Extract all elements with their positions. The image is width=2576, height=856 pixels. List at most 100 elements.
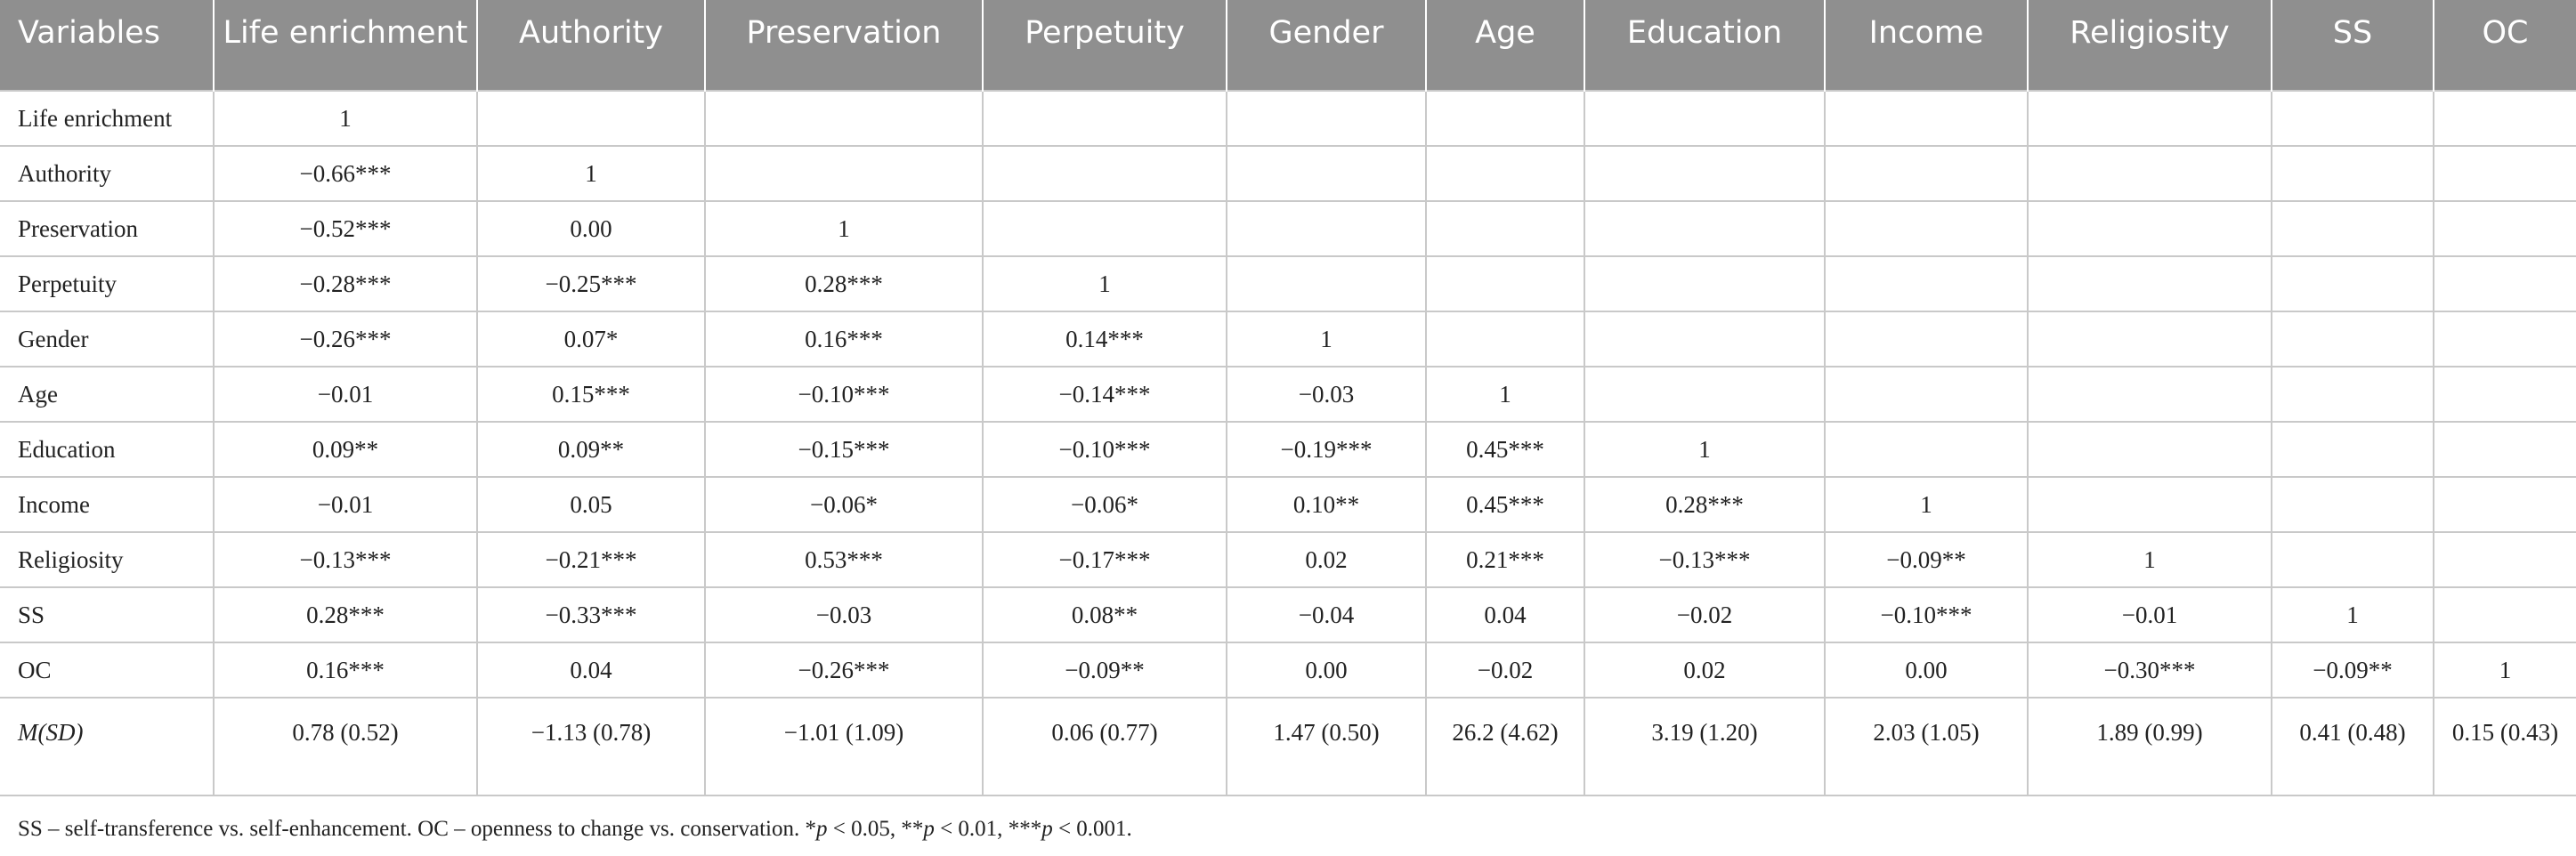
table-cell: −0.06*: [982, 476, 1227, 533]
row-label: Gender: [0, 311, 215, 367]
table-cell: −0.14***: [982, 366, 1227, 423]
table-cell: [2271, 145, 2434, 202]
table-cell: −0.10***: [1824, 586, 2029, 643]
table-cell: [1425, 200, 1585, 257]
table-cell: [2271, 476, 2434, 533]
column-header: OC: [2433, 0, 2576, 91]
table-cell: 0.28***: [704, 255, 984, 312]
table-cell: 0.02: [1226, 531, 1427, 588]
table-cell: 0.16***: [704, 311, 984, 367]
table-cell: 0.08**: [982, 586, 1227, 643]
row-label: Perpetuity: [0, 255, 215, 312]
table-cell: [1824, 200, 2029, 257]
table-cell: 1: [704, 200, 984, 257]
table-cell: [2027, 255, 2272, 312]
table-cell: [2027, 90, 2272, 147]
column-header: Life enrichment: [213, 0, 477, 91]
table-cell: −0.09**: [2271, 642, 2434, 699]
table-cell: −0.10***: [982, 421, 1227, 478]
table-row: Life enrichment 1: [0, 90, 2576, 147]
table-cell: [982, 90, 1227, 147]
table-body: Life enrichment 1 Authority −0.66*** 1 Preser…: [0, 90, 2576, 796]
table-cell: −0.06*: [704, 476, 984, 533]
table-cell: 0.53***: [704, 531, 984, 588]
table-cell: 0.78 (0.52): [213, 697, 478, 796]
table-cell: [2433, 200, 2576, 257]
table-cell: −0.01: [2027, 586, 2272, 643]
table-cell: 0.45***: [1425, 476, 1585, 533]
table-cell: −0.52***: [213, 200, 478, 257]
table-cell: [1226, 90, 1427, 147]
table-row: Gender −0.26*** 0.07* 0.16*** 0.14*** 1: [0, 311, 2576, 367]
table-cell: −0.26***: [213, 311, 478, 367]
table-cell: −0.30***: [2027, 642, 2272, 699]
mean-sd-row: M(SD) 0.78 (0.52) −1.13 (0.78) −1.01 (1.09)…: [0, 697, 2576, 796]
row-label: SS: [0, 586, 215, 643]
table-cell: −0.33***: [476, 586, 706, 643]
table-cell: 1: [1824, 476, 2029, 533]
table-cell: [2433, 145, 2576, 202]
table-cell: −0.13***: [1584, 531, 1826, 588]
table-cell: −0.01: [213, 366, 478, 423]
table-footnote: SS – self-transference vs. self-enhancem…: [18, 817, 1132, 842]
table-cell: 1.89 (0.99): [2027, 697, 2272, 796]
table-cell: [1226, 145, 1427, 202]
table-cell: [1584, 366, 1826, 423]
column-header: Education: [1584, 0, 1825, 91]
table-cell: 0.00: [476, 200, 706, 257]
table-cell: 0.15 (0.43): [2433, 697, 2576, 796]
table-cell: [2027, 145, 2272, 202]
table-cell: 0.15***: [476, 366, 706, 423]
column-header: Religiosity: [2027, 0, 2272, 91]
table-cell: [2433, 531, 2576, 588]
footnote-sig2-stars: **: [901, 817, 924, 841]
table-cell: [2271, 255, 2434, 312]
table-cell: [1824, 255, 2029, 312]
table-cell: 2.03 (1.05): [1824, 697, 2029, 796]
header-variables: Variables: [0, 0, 214, 91]
table-cell: [2271, 421, 2434, 478]
table-cell: [1584, 311, 1826, 367]
row-label: Education: [0, 421, 215, 478]
table-cell: [2271, 90, 2434, 147]
table-cell: [2433, 421, 2576, 478]
table-cell: [1824, 366, 2029, 423]
footnote-sig1-rest: < 0.05,: [827, 817, 902, 841]
table-cell: −0.28***: [213, 255, 478, 312]
table-cell: 0.00: [1824, 642, 2029, 699]
table-cell: −0.03: [1226, 366, 1427, 423]
table-cell: −0.19***: [1226, 421, 1427, 478]
table-cell: 1: [213, 90, 478, 147]
table-cell: 0.00: [1226, 642, 1427, 699]
table-cell: 1: [1584, 421, 1826, 478]
footnote-sig3-rest: < 0.001.: [1052, 817, 1132, 841]
column-header: Preservation: [704, 0, 983, 91]
table-cell: −0.01: [213, 476, 478, 533]
table-cell: 1: [1425, 366, 1585, 423]
table-cell: [2271, 531, 2434, 588]
table-cell: [1226, 255, 1427, 312]
table-cell: [2027, 366, 2272, 423]
table-cell: 0.41 (0.48): [2271, 697, 2434, 796]
table-cell: [982, 200, 1227, 257]
column-header: Age: [1425, 0, 1584, 91]
column-header: Authority: [476, 0, 705, 91]
table-cell: −0.26***: [704, 642, 984, 699]
row-label: Religiosity: [0, 531, 215, 588]
table-cell: 0.14***: [982, 311, 1227, 367]
table-cell: [704, 90, 984, 147]
table-cell: 0.10**: [1226, 476, 1427, 533]
table-cell: −1.01 (1.09): [704, 697, 984, 796]
table-cell: [704, 145, 984, 202]
column-header: SS: [2271, 0, 2434, 91]
table-cell: [1824, 311, 2029, 367]
table-cell: 1: [476, 145, 706, 202]
table-cell: [1824, 421, 2029, 478]
table-cell: [1584, 145, 1826, 202]
table-header: Variables Life enrichment Authority Preserv…: [0, 0, 2576, 91]
table-cell: 0.21***: [1425, 531, 1585, 588]
table-row: Income −0.01 0.05 −0.06* −0.06* 0.10** 0.45***…: [0, 476, 2576, 533]
table-cell: 1: [2271, 586, 2434, 643]
correlation-table: Variables Life enrichment Authority Preserv…: [0, 0, 2576, 796]
table-cell: 0.02: [1584, 642, 1826, 699]
